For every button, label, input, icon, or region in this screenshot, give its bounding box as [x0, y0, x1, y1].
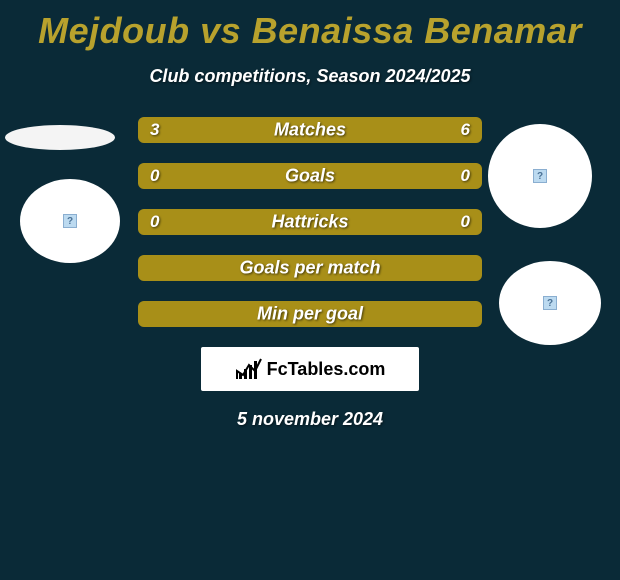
avatar-right-1: ? — [488, 124, 592, 228]
stat-label: Matches — [274, 120, 346, 141]
stat-row-goals: 0 Goals 0 — [138, 163, 482, 189]
avatar-left-oval — [5, 125, 115, 150]
stat-value-right: 6 — [461, 120, 470, 140]
stat-value-right: 0 — [461, 212, 470, 232]
brand-text: FcTables.com — [267, 359, 386, 380]
stat-label: Hattricks — [271, 212, 348, 233]
avatar-left-1: ? — [20, 179, 120, 263]
stat-row-matches: 3 Matches 6 — [138, 117, 482, 143]
page-title: Mejdoub vs Benaissa Benamar — [0, 0, 620, 52]
placeholder-icon: ? — [63, 214, 77, 228]
chart-icon — [235, 357, 263, 381]
stat-value-right: 0 — [461, 166, 470, 186]
avatar-right-2: ? — [499, 261, 601, 345]
stat-label: Goals — [285, 166, 335, 187]
brand-logo: FcTables.com — [235, 357, 386, 381]
stat-row-goals-per-match: Goals per match — [138, 255, 482, 281]
placeholder-icon: ? — [543, 296, 557, 310]
stat-row-hattricks: 0 Hattricks 0 — [138, 209, 482, 235]
stats-container: 3 Matches 6 0 Goals 0 0 Hattricks 0 Goal… — [138, 117, 482, 327]
stat-label: Min per goal — [257, 304, 363, 325]
placeholder-icon: ? — [533, 169, 547, 183]
stat-label: Goals per match — [239, 258, 380, 279]
stat-row-min-per-goal: Min per goal — [138, 301, 482, 327]
brand-box: FcTables.com — [201, 347, 419, 391]
stat-value-left: 0 — [150, 166, 159, 186]
date-text: 5 november 2024 — [0, 409, 620, 430]
stat-value-left: 0 — [150, 212, 159, 232]
subtitle: Club competitions, Season 2024/2025 — [0, 66, 620, 87]
stat-value-left: 3 — [150, 120, 159, 140]
